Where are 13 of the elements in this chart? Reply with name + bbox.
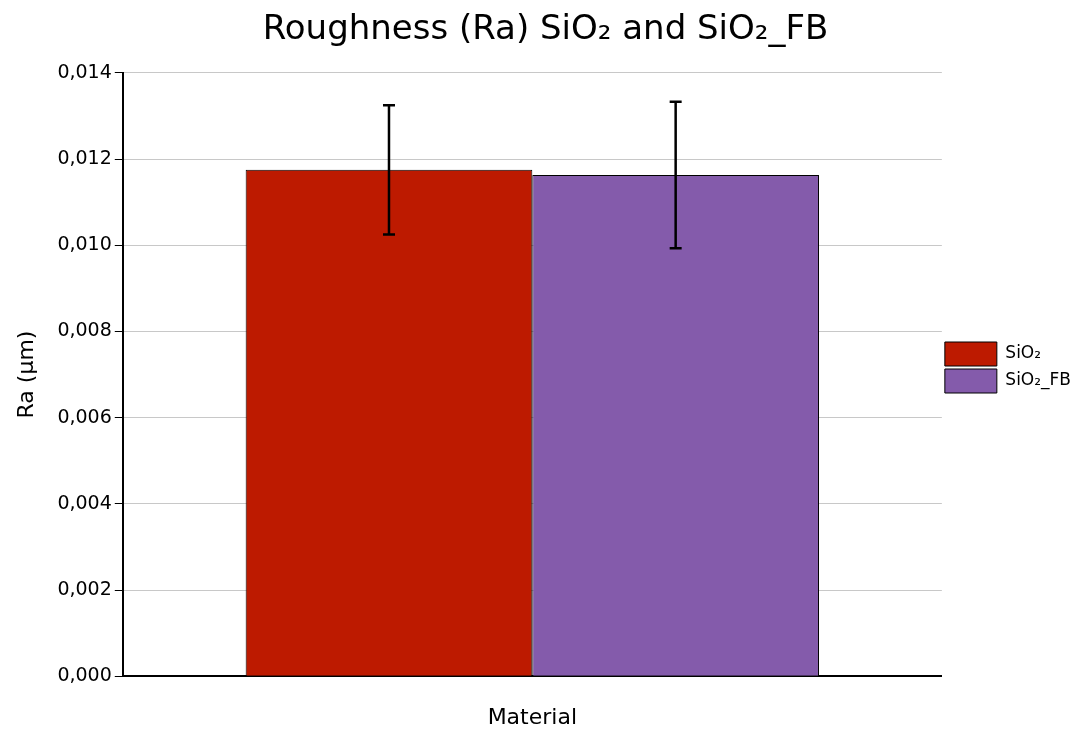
y-tick-label: 0,008 [57,318,112,341]
y-tick-label: 0,014 [57,59,112,82]
y-tick-label: 0,010 [57,232,112,255]
chart-title: Roughness (Ra) SiO₂ and SiO₂_FB [262,7,829,48]
y-tick-label: 0,000 [57,663,112,686]
y-tick-label: 0,012 [57,145,112,168]
legend-label: SiO₂ [1005,342,1042,363]
x-axis-title: Material [487,703,578,729]
y-axis-title: Ra (µm) [12,330,38,419]
legend-label: SiO₂_FB [1005,369,1072,391]
y-tick-label: 0,002 [57,576,112,599]
y-tick-label: 0,006 [57,404,112,427]
y-tick-label: 0,004 [57,490,112,513]
